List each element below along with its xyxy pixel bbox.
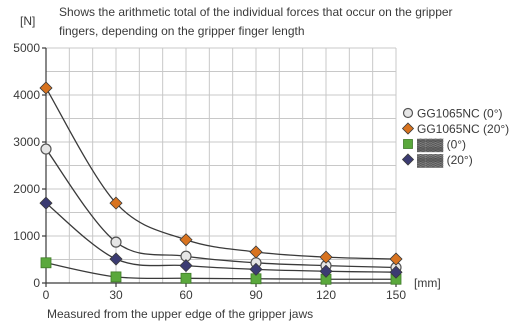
x-tick-label: 150 [386, 288, 406, 302]
series-layer [39, 81, 403, 285]
series-line-2 [45, 262, 397, 280]
y-tick-label: 2000 [13, 182, 40, 196]
data-point [179, 259, 193, 273]
chart-title-line-1: Shows the arithmetic total of the indivi… [59, 5, 453, 19]
y-tick-label: 4000 [13, 88, 40, 102]
y-axis-label: [N] [20, 14, 35, 28]
data-point [180, 272, 192, 284]
data-point [39, 81, 53, 95]
x-axis-label: Measured from the upper edge of the grip… [47, 307, 313, 321]
data-point [179, 233, 193, 247]
series-1 [39, 81, 403, 266]
series-0 [40, 143, 402, 274]
legend-marker [401, 153, 415, 166]
data-point [389, 265, 403, 279]
legend-label: GG1065NC (20°) [417, 122, 509, 136]
data-point [109, 252, 123, 266]
y-tick-label: 0 [33, 276, 40, 290]
x-tick-label: 90 [249, 288, 263, 302]
legend-marker [403, 139, 413, 149]
data-point [110, 236, 122, 248]
data-point [39, 196, 53, 210]
x-tick-label: 30 [109, 288, 123, 302]
data-point [319, 250, 333, 264]
series-2 [40, 257, 402, 285]
series-line-3 [45, 202, 397, 273]
legend-marker [402, 107, 414, 119]
data-point [40, 257, 52, 269]
y-tick-label: 5000 [13, 41, 40, 55]
chart-title-line-2: fingers, depending on the gripper finger… [59, 24, 305, 38]
tick-labels: 0 1000 2000 3000 4000 5000 0 30 60 90 120 150 [13, 41, 406, 302]
legend-label: ▓▓▓ (0°) [417, 138, 466, 153]
data-point [249, 262, 263, 276]
legend: GG1065NC (0°)GG1065NC (20°) ▓▓▓ (0°)▓▓▓ (… [401, 107, 509, 168]
x-tick-label: 60 [179, 288, 193, 302]
legend-label: GG1065NC (0°) [417, 107, 503, 121]
axes [42, 47, 397, 287]
x-axis-unit: [mm] [414, 276, 441, 290]
data-point [389, 252, 403, 266]
legend-label: ▓▓▓ (20°) [417, 153, 473, 168]
series-3 [39, 196, 403, 279]
data-point [40, 143, 52, 155]
y-tick-label: 3000 [13, 135, 40, 149]
series-line-0 [45, 148, 397, 269]
grid [46, 47, 397, 283]
data-point [109, 196, 123, 210]
data-point [249, 245, 263, 259]
x-tick-label: 0 [43, 288, 50, 302]
x-tick-label: 120 [316, 288, 336, 302]
legend-marker [401, 122, 415, 135]
series-line-1 [45, 87, 397, 260]
data-point [110, 271, 122, 283]
data-point [319, 264, 333, 278]
y-tick-label: 1000 [13, 229, 40, 243]
